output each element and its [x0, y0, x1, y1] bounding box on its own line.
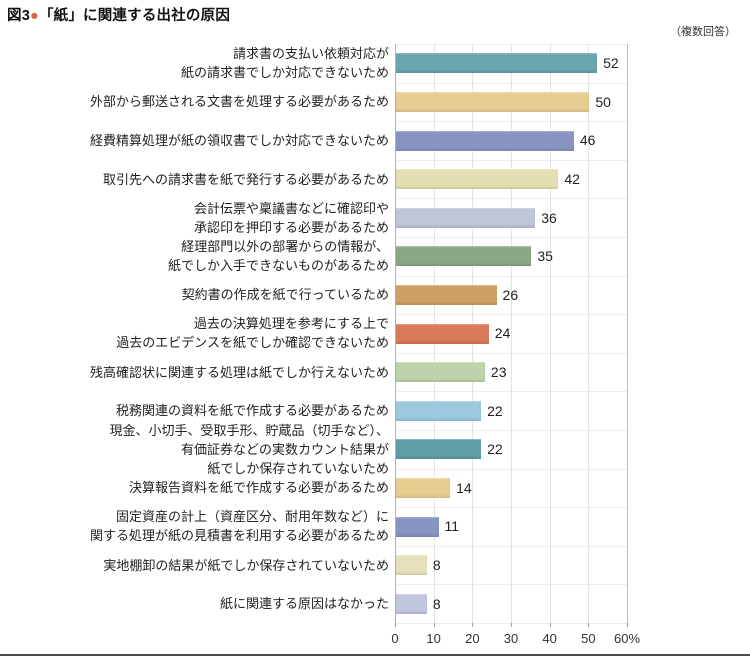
value-label: 26 — [502, 286, 519, 303]
category-label: 契約書の作成を紙で行っているため — [181, 287, 389, 303]
x-axis-tick-label: 20 — [465, 631, 480, 646]
category-label: 紙に関連する原因はなかった — [219, 596, 389, 612]
x-axis-tick-label: 0 — [391, 631, 399, 646]
x-axis-tick — [627, 623, 628, 627]
category-label: 経費精算処理が紙の領収書でしか対応できないため — [89, 132, 389, 148]
bar — [396, 207, 536, 228]
value-label: 14 — [456, 479, 472, 496]
x-axis-tick-label: 40 — [542, 631, 557, 646]
bar — [396, 323, 489, 344]
x-axis-tick — [472, 623, 474, 627]
category-label: 外部から郵送される文書を処理する必要があるため — [89, 94, 389, 110]
value-label: 50 — [595, 93, 611, 110]
value-label: 22 — [487, 441, 503, 458]
bar — [396, 555, 427, 576]
category-label: 会計伝票や稟議書などに確認印や 承認印を押印する必要があるため — [193, 200, 389, 235]
figure-title: 図3●「紙」に関連する出社の原因 — [7, 4, 230, 25]
bar — [396, 246, 532, 267]
bar — [396, 91, 590, 112]
x-axis-tick — [511, 623, 512, 627]
figure-title-text: 「紙」に関連する出社の原因 — [38, 8, 231, 24]
bar — [396, 516, 439, 537]
value-label: 42 — [564, 171, 580, 188]
x-gridline — [549, 44, 551, 623]
value-label: 22 — [487, 402, 503, 419]
x-gridline — [511, 44, 512, 623]
bar — [396, 130, 574, 151]
category-label: 決算報告資料を紙で作成する必要があるため — [128, 480, 389, 496]
x-axis-tick — [395, 623, 396, 627]
category-label: 現金、小切手、受取手形、貯蔵品（切手など）、 有価証券などの実数カウント結果が … — [109, 422, 389, 476]
bar — [396, 400, 482, 421]
multiple-answers-note: （複数回答） — [670, 26, 736, 38]
bar — [396, 477, 451, 498]
bar — [396, 593, 427, 614]
x-axis-tick — [588, 623, 590, 627]
title-bullet-icon: ● — [29, 8, 39, 24]
x-gridline — [627, 44, 628, 623]
x-axis-tick-label: 30 — [503, 631, 519, 646]
figure-number: 図3 — [7, 8, 30, 24]
value-label: 23 — [490, 364, 507, 381]
value-label: 35 — [537, 248, 553, 265]
category-label: 経理部門以外の部署からの情報が、 紙でしか入手できないものがあるため — [167, 239, 389, 274]
x-axis-tick-label: 60% — [613, 631, 641, 646]
bar — [396, 284, 497, 305]
category-label: 実地棚卸の結果が紙でしか保存されていないため — [103, 557, 389, 573]
value-label: 52 — [603, 55, 619, 72]
x-axis-tick — [433, 623, 435, 627]
bar — [396, 362, 485, 383]
value-label: 8 — [432, 557, 441, 574]
category-label: 税務関連の資料を紙で作成する必要があるため — [115, 403, 389, 419]
value-label: 11 — [444, 518, 460, 535]
x-axis-tick-label: 50 — [581, 631, 596, 646]
category-label: 残高確認状に関連する処理は紙でしか行えないため — [89, 364, 389, 380]
category-label: 過去の決算処理を参考にする上で 過去のエビデンスを紙でしか確認できないため — [116, 316, 389, 351]
category-label: 固定資産の計上（資産区分、耐用年数など）に 関する処理が紙の見積書を利用する必要… — [89, 509, 389, 544]
value-label: 46 — [579, 132, 596, 149]
x-axis-tick — [549, 623, 551, 627]
value-label: 8 — [432, 595, 441, 612]
bar — [396, 169, 559, 190]
bottom-divider — [0, 654, 750, 656]
category-label: 取引先への請求書を紙で発行する必要があるため — [102, 171, 389, 187]
bar — [396, 53, 598, 74]
x-gridline — [588, 44, 590, 623]
bar — [396, 439, 482, 460]
value-label: 24 — [494, 325, 511, 342]
category-label: 請求書の支払い依頼対応が 紙の請求書でしか対応できないため — [180, 46, 389, 81]
x-axis-tick-label: 10 — [426, 631, 441, 646]
x-axis-line — [395, 44, 396, 623]
value-label: 36 — [541, 209, 557, 226]
